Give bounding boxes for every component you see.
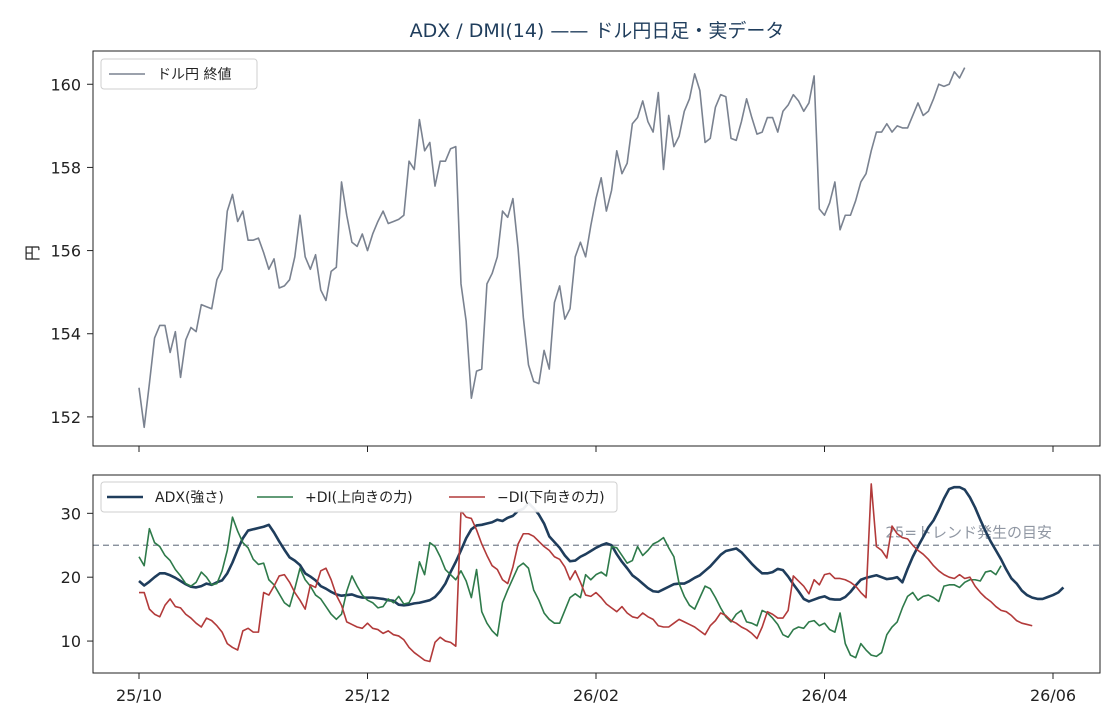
x-tick-label: 26/02: [573, 686, 619, 705]
price-panel: 152 154 156 158 160 ドル円 終値: [50, 50, 1101, 452]
legend-frame: [100, 58, 258, 90]
y-tick-label: 10: [61, 632, 81, 651]
legend-frame: [100, 481, 618, 513]
y-tick-label: 158: [50, 158, 81, 177]
series-line-2: [138, 516, 1002, 659]
series-line-3: [139, 483, 1033, 663]
x-tick-label: 26/06: [1030, 686, 1076, 705]
y-tick-label: 20: [61, 568, 81, 587]
y-tick-label: 152: [50, 408, 81, 427]
legend-label: +DI(上向きの力): [305, 490, 413, 506]
adx-dmi-panel: 25=トレンド発生の目安 10 20 30 25/10 25/12 26/02 26/04 26…: [61, 474, 1101, 705]
y-tick-label: 154: [50, 325, 81, 344]
x-tick-label: 25/10: [116, 686, 162, 705]
y-axis-label: 円: [23, 245, 42, 261]
legend: ADX(強さ) +DI(上向きの力) −DI(下向きの力): [100, 481, 618, 513]
x-tick-label: 26/04: [801, 686, 847, 705]
reference-line-label: 25=トレンド発生の目安: [885, 523, 1052, 541]
series-line-1: [138, 485, 1065, 607]
series-line-1: [138, 67, 966, 429]
legend: ドル円 終値: [100, 58, 258, 90]
plot-frame: [92, 50, 1101, 447]
legend-label: −DI(下向きの力): [497, 490, 605, 506]
legend-label: ドル円 終値: [157, 67, 231, 83]
y-tick-label: 30: [61, 504, 81, 523]
x-tick-label: 25/12: [344, 686, 390, 705]
y-tick-label: 156: [50, 242, 81, 261]
chart-title: ADX / DMI(14) —— ドル円日足・実データ: [410, 20, 785, 42]
y-tick-label: 160: [50, 75, 81, 94]
legend-label: ADX(強さ): [155, 490, 224, 506]
